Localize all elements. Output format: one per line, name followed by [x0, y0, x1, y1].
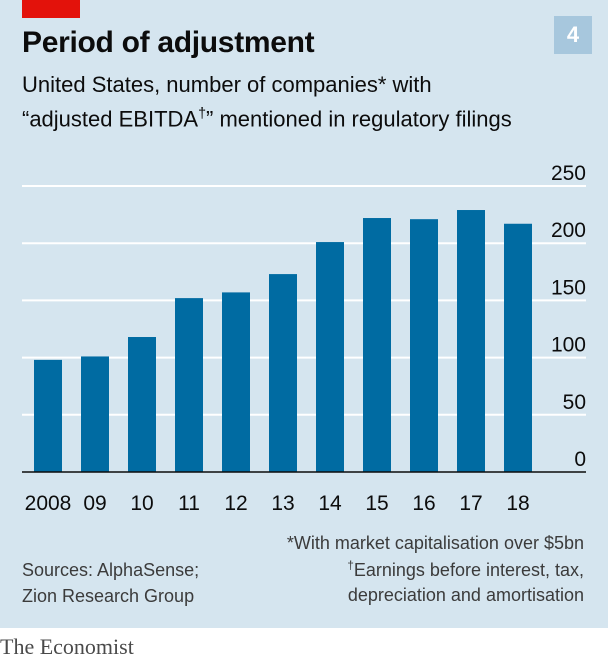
subtitle-text-post: ” mentioned in regulatory filings: [206, 106, 512, 132]
sources-line2: Zion Research Group: [22, 586, 195, 606]
chart-subtitle-line2: “adjusted EBITDA†” mentioned in regulato…: [22, 106, 512, 132]
y-tick-label: 200: [551, 219, 586, 242]
y-tick-label: 150: [551, 276, 586, 299]
x-tick-label: 15: [365, 492, 388, 515]
x-tick-label: 17: [459, 492, 482, 515]
chart-title: Period of adjustment: [22, 26, 315, 59]
x-tick-label: 2008: [25, 492, 72, 515]
dagger-mark: †: [198, 106, 207, 122]
x-tick-label: 16: [412, 492, 435, 515]
bar: [410, 219, 438, 472]
chart-number-badge: 4: [554, 16, 592, 54]
brand-red-tag: [22, 0, 80, 18]
bar: [175, 298, 203, 472]
subtitle-text-pre: “adjusted EBITDA: [22, 106, 199, 132]
x-tick-label: 12: [224, 492, 247, 515]
x-tick-label: 13: [271, 492, 294, 515]
y-tick-label: 50: [563, 391, 586, 414]
x-tick-label: 18: [506, 492, 529, 515]
footnote-dagger-mark: †: [347, 559, 354, 572]
footnote-ebitda-text: Earnings before interest, tax,: [353, 560, 584, 580]
economist-logo-text: The Economist: [0, 634, 134, 659]
sources-line1: Sources: AlphaSense;: [22, 560, 200, 580]
bar: [316, 242, 344, 472]
x-tick-label: 10: [130, 492, 153, 515]
bar: [269, 274, 297, 472]
bar: [457, 210, 485, 473]
x-tick-label: 14: [318, 492, 342, 515]
footnote-ebitda-cont: depreciation and amortisation: [347, 585, 584, 605]
footnote-ebitda: †Earnings before interest, tax,: [347, 559, 584, 581]
bar: [363, 218, 391, 472]
x-tick-label: 09: [83, 492, 106, 515]
bar: [222, 292, 250, 472]
y-tick-label: 0: [574, 448, 586, 471]
x-tick-label: 11: [178, 492, 200, 515]
y-tick-label: 100: [551, 334, 586, 357]
footnote-market-cap: *With market capitalisation over $5bn: [286, 533, 584, 553]
bar-chart: 0 50 100 150 200 250 2008 09 10 11 12 13 14 15 16 17 18: [22, 162, 586, 515]
bar: [34, 359, 62, 472]
chart-subtitle-line1: United States, number of companies* with: [22, 72, 432, 97]
bar: [81, 356, 109, 472]
bar: [128, 337, 156, 472]
y-tick-label: 250: [551, 162, 586, 185]
bar: [504, 223, 532, 472]
